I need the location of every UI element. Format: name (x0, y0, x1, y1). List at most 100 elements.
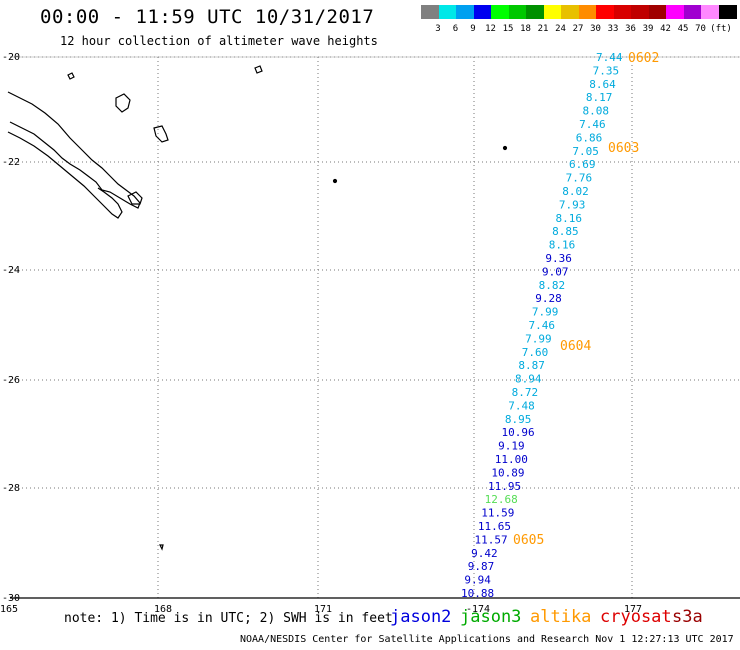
wave-height-value: 8.08 (583, 105, 610, 118)
legend-swatch (526, 5, 544, 19)
legend-label: 70 (695, 24, 706, 34)
legend-label: 21 (537, 24, 549, 34)
islet-3 (159, 544, 164, 551)
legend-swatch (421, 5, 439, 19)
wave-height-value: 8.17 (586, 91, 613, 104)
legend-label: 45 (677, 24, 689, 34)
wave-height-value: 8.82 (539, 279, 566, 292)
latitude-label: -26 (2, 375, 20, 386)
wave-height-value: 8.72 (512, 386, 538, 399)
legend-swatch (613, 5, 632, 19)
legend-swatch (456, 5, 474, 19)
wave-height-value: 11.00 (495, 453, 528, 466)
wave-height-value: 11.59 (481, 507, 514, 520)
loyalty-island-1 (115, 93, 131, 113)
longitude-label: 168 (154, 604, 172, 615)
wave-height-value: 11.57 (475, 533, 508, 546)
wave-height-value: 7.44 (596, 51, 623, 64)
wave-height-value: 8.02 (562, 185, 589, 198)
legend-swatch (508, 5, 527, 19)
wave-height-value: 8.16 (556, 212, 583, 225)
pass-label: 0604 (560, 339, 591, 354)
legend-label: 30 (590, 24, 601, 34)
latitude-labels: -20 -22 -24 -26 -28 -30 (2, 52, 20, 604)
wave-height-value: 8.95 (505, 413, 532, 426)
legend-swatch (578, 5, 597, 19)
longitude-label: 177 (624, 604, 642, 615)
islet-2 (67, 72, 75, 80)
legend-swatch (718, 5, 737, 19)
wave-height-value: 7.46 (579, 118, 606, 131)
wave-height-value: 8.85 (552, 225, 579, 238)
latitude-label: -30 (2, 593, 20, 604)
new-caledonia-coast (7, 91, 141, 209)
islet-1 (254, 65, 263, 74)
legend-label: 9 (470, 24, 476, 34)
islet-5 (502, 145, 508, 151)
wave-height-value: 6.86 (576, 131, 603, 144)
legend-swatch (666, 5, 684, 19)
wave-height-value: 7.99 (525, 332, 552, 345)
footer-note: note: 1) Time is in UTC; 2) SWH is in fe… (64, 611, 393, 626)
wave-height-value: 9.87 (468, 560, 495, 573)
wave-height-value: 6.69 (569, 158, 596, 171)
longitude-label: 165 (0, 604, 18, 615)
pass-labels: 0602 0603 0604 0605 (513, 51, 659, 548)
latitude-label: -24 (2, 265, 20, 276)
legend-swatch (561, 5, 579, 19)
map-title: 00:00 - 11:59 UTC 10/31/2017 (40, 6, 375, 28)
wave-height-value: 7.35 (593, 64, 620, 77)
wave-height-value: 7.46 (529, 319, 556, 332)
wave-height-value: 8.16 (549, 239, 576, 252)
wave-height-value: 12.68 (485, 493, 518, 506)
latitude-label: -22 (2, 157, 20, 168)
wave-height-value: 11.95 (488, 480, 521, 493)
loyalty-island-2 (153, 125, 169, 143)
longitude-labels: 165 168 171 -174 177 (0, 604, 642, 615)
wave-height-value: 7.05 (572, 145, 599, 158)
wave-height-value: 9.36 (545, 252, 572, 265)
latitude-label: -28 (2, 483, 20, 494)
legend-swatch (596, 5, 614, 19)
legend-unit: (ft) (710, 24, 732, 34)
legend-label: 3 (435, 24, 441, 34)
map-subtitle: 12 hour collection of altimeter wave hei… (60, 34, 378, 48)
wave-height-value: 9.28 (535, 292, 562, 305)
satellite-name-jason3: jason3 (460, 607, 522, 627)
legend-label: 42 (660, 24, 671, 34)
legend-swatch (438, 5, 457, 19)
longitude-label: -174 (466, 604, 490, 615)
wave-height-value: 10.89 (491, 466, 524, 479)
wave-height-value: 9.42 (471, 547, 498, 560)
wave-height-observations: 7.447.358.648.178.087.466.867.056.697.76… (461, 51, 623, 600)
legend-label: 6 (452, 24, 459, 34)
wave-height-value: 10.96 (502, 426, 535, 439)
frame-lines (10, 56, 740, 599)
satellite-name-cryosat: cryosat (600, 607, 672, 627)
legend-label: 18 (520, 24, 531, 34)
wave-height-value: 11.65 (478, 520, 511, 533)
legend-swatch (701, 5, 719, 19)
legend-swatch (491, 5, 509, 19)
new-caledonia-coast-inner (7, 131, 123, 219)
wave-height-value: 9.07 (542, 265, 569, 278)
pass-label: 0605 (513, 533, 544, 548)
legend-swatch (683, 5, 702, 19)
legend-label: 33 (607, 24, 619, 34)
loyalty-island-3 (127, 191, 143, 205)
islet-4 (332, 178, 338, 184)
wave-height-value: 7.48 (508, 399, 535, 412)
wave-height-value: 7.60 (522, 346, 549, 359)
legend-label: 15 (502, 24, 514, 34)
graticule (10, 56, 740, 598)
legend-label: 39 (642, 24, 654, 34)
wave-height-value: 7.76 (566, 172, 593, 185)
satellite-name-s3a: s3a (672, 607, 703, 627)
wave-height-value: 7.93 (559, 198, 586, 211)
legend-swatch (648, 5, 667, 19)
longitude-label: 171 (314, 604, 332, 615)
satellite-name-jason2: jason2 (390, 607, 452, 627)
wave-height-value: 8.64 (589, 78, 616, 91)
coastlines (7, 65, 508, 551)
pass-label: 0603 (608, 141, 639, 156)
